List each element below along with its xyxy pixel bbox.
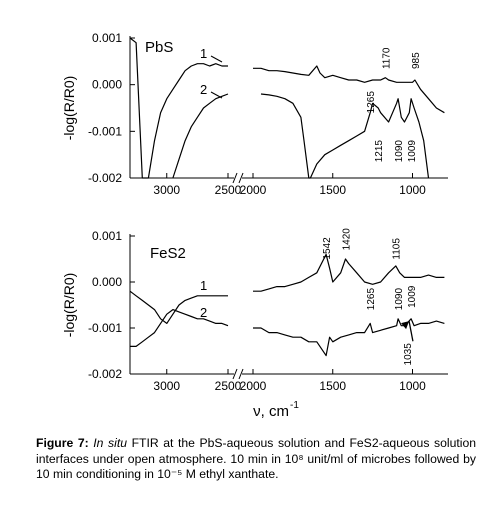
- panel1-x-tick-label: 1000: [399, 183, 426, 197]
- panel2-y-label: -log(R/R0): [61, 273, 77, 338]
- panel2-series-1-line: [253, 253, 445, 292]
- panel1-series-2-line: [172, 93, 229, 179]
- panel1-peak-label-1215: 1215: [374, 140, 385, 163]
- panel2-peak-label-1420: 1420: [342, 228, 353, 251]
- panel1-y-tick-label: -0.002: [88, 171, 122, 185]
- panel2-axis-break-mark: [232, 368, 238, 380]
- panel1-peak-label-1265: 1265: [366, 91, 377, 114]
- panel2-series-2-line: [130, 309, 229, 347]
- panel1-curve-label-1: 1: [200, 46, 207, 61]
- panel2-x-tick-label: 2000: [240, 379, 267, 393]
- panel1-peak-label-1090: 1090: [394, 140, 405, 163]
- panel1-peak-label-1170: 1170: [381, 47, 392, 69]
- panel2-y-tick-label: -0.001: [88, 321, 122, 335]
- x-axis-label-main: ν, cm: [253, 403, 289, 420]
- panel1-axis-break-mark: [238, 172, 244, 184]
- panel1-peak-label-985: 985: [411, 52, 422, 69]
- panel2-curve-label-2: 2: [200, 305, 207, 320]
- caption-text: FTIR at the PbS-aqueous solution and FeS…: [36, 436, 477, 481]
- panel1-y-tick-label: 0.000: [92, 78, 122, 92]
- panel2-x-tick-label: 1500: [319, 379, 346, 393]
- panel2-peak-label-1105: 1105: [392, 238, 403, 260]
- panel1-curve-label-2: 2: [200, 82, 207, 97]
- panel2-series-1-line: [129, 290, 228, 324]
- panel2-y-tick-label: 0.001: [92, 229, 122, 243]
- panel2-curve-label-1: 1: [200, 278, 207, 293]
- panel2-y-tick-label: -0.002: [88, 367, 122, 381]
- panel1-x-tick-label: 2500: [215, 183, 242, 197]
- caption-label: Figure 7:: [36, 436, 89, 450]
- panel2-arrow-head: [401, 321, 410, 330]
- panel1-x-tick-label: 1500: [319, 183, 346, 197]
- panel2-axis-break-mark: [238, 368, 244, 380]
- panel1-peak-label-1009: 1009: [407, 140, 418, 163]
- panel2-x-tick-label: 3000: [153, 379, 180, 393]
- panel2-x-tick-label: 2500: [215, 379, 242, 393]
- panel1-series-1-line: [253, 65, 445, 114]
- panel2-peak-label-1009: 1009: [407, 285, 418, 308]
- panel2-x-tick-label: 1000: [399, 379, 426, 393]
- panel1-curve-leader-2: [210, 91, 223, 99]
- panel1-axis-break-gap: [234, 173, 242, 183]
- figure-caption: Figure 7: In situ FTIR at the PbS-aqueou…: [36, 436, 476, 483]
- panel1-series-1-line: [129, 37, 228, 179]
- x-axis-label-superscript: -1: [290, 400, 299, 411]
- panel1-x-tick-label: 3000: [153, 183, 180, 197]
- panel2-peak-label-1035: 1035: [403, 343, 414, 366]
- panel2-peak-label-1090: 1090: [394, 288, 405, 311]
- panel1-axis-break-mark: [232, 172, 238, 184]
- panel2-axis-break-gap: [234, 369, 242, 379]
- panel1-y-tick-label: 0.001: [92, 31, 122, 45]
- caption-italic: In situ: [93, 436, 127, 450]
- panel2-peak-label-1265: 1265: [366, 288, 377, 311]
- panel2-series-2-line: [253, 318, 445, 357]
- panel2-peak-label-1542: 1542: [322, 237, 333, 260]
- panel1-y-tick-label: -0.001: [88, 124, 122, 138]
- panel1-curve-leader-1: [210, 55, 223, 63]
- panel1-x-tick-label: 2000: [240, 183, 267, 197]
- panel1-system-label: PbS: [145, 39, 173, 56]
- panel1-y-label: -log(R/R0): [61, 76, 77, 141]
- panel2-y-tick-label: 0.000: [92, 275, 122, 289]
- panel2-arrow-1035: [408, 320, 414, 342]
- panel1-series-2-line: [260, 93, 430, 179]
- panel2-system-label: FeS2: [150, 245, 186, 262]
